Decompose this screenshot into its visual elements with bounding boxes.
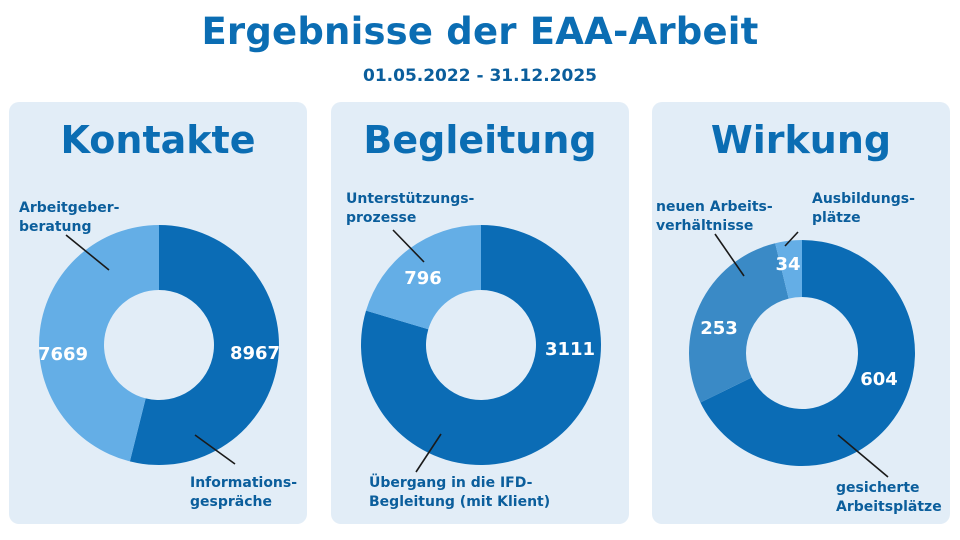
data-label: 3111	[545, 339, 595, 360]
panel-title: Kontakte	[60, 118, 256, 162]
category-label-line: neuen Arbeits-	[656, 199, 773, 215]
category-label-line: gesicherte	[836, 480, 920, 496]
slice-ausbildungs-plätze	[775, 240, 802, 299]
category-label-line: Arbeitgeber-	[19, 200, 120, 216]
panel-wirkung: Wirkung 604 253 34 gesicherte Arbeitsplätze n…	[652, 102, 950, 524]
donut-chart: 604 253 34	[689, 231, 915, 478]
data-label: 34	[775, 254, 800, 275]
slice-arbeitgeber-beratung	[39, 225, 159, 462]
category-label-gesicherte-arbeitsplätze: gesicherte Arbeitsplätze	[836, 479, 942, 517]
data-label: 253	[700, 318, 738, 339]
panel-kontakte: Kontakte 8967 7669 Informations-gespräche A…	[9, 102, 307, 524]
leader-line	[392, 229, 425, 263]
leader-line	[714, 233, 745, 277]
category-label-line: Ausbildungs-	[812, 191, 915, 207]
category-label-line: beratung	[19, 219, 92, 235]
slice-informations-gespräche	[129, 225, 279, 465]
slice-gesicherte-arbeitsplätze	[700, 240, 915, 467]
data-label: 7669	[38, 344, 88, 365]
leader-line	[784, 231, 799, 247]
leader-line	[415, 433, 442, 473]
category-label-line: Übergang in die IFD-	[369, 475, 533, 491]
data-label: 604	[860, 369, 898, 390]
slice-neuen-arbeits-verhältnisse	[689, 243, 789, 403]
category-label-line: prozesse	[346, 210, 417, 226]
data-label: 796	[404, 268, 442, 289]
panel-title: Wirkung	[710, 118, 892, 162]
category-label-informations-gespräche: Informations-gespräche	[190, 474, 297, 512]
leader-line	[65, 234, 110, 271]
slice-übergang-in-die-ifd-begleitung-mit-klient	[361, 225, 601, 465]
leader-line	[194, 434, 236, 465]
category-label-übergang-in-die-ifd-begleitung-mit-klient: Übergang in die IFD- Begleitung (mit Klie…	[369, 474, 550, 512]
category-label-line: Informations-	[190, 475, 298, 491]
category-label-line: plätze	[812, 210, 861, 226]
category-label-line: Arbeitsplätze	[836, 499, 942, 515]
category-label-neuen-arbeits-verhältnisse: neuen Arbeits-verhältnisse	[656, 198, 773, 236]
category-label-line: Unterstützungs-	[346, 191, 475, 207]
category-label-ausbildungs-plätze: Ausbildungs-plätze	[812, 190, 915, 228]
category-label-line: gespräche	[190, 494, 272, 510]
category-label-line: verhältnisse	[656, 218, 754, 234]
category-label-line: Begleitung (mit Klient)	[369, 494, 551, 510]
chart-title: Ergebnisse der EAA-Arbeit	[201, 10, 759, 53]
leader-line	[837, 434, 889, 478]
slice-unterstützungs-prozesse	[366, 225, 481, 330]
date-range-subtitle: 01.05.2022 - 31.12.2025	[363, 66, 597, 86]
panel-begleitung: Begleitung 3111 796 Übergang in die IFD- Be…	[331, 102, 629, 524]
donut-chart: 3111 796	[361, 225, 601, 473]
category-label-unterstützungs-prozesse: Unterstützungs-prozesse	[346, 190, 474, 228]
donut-chart: 8967 7669	[38, 225, 280, 465]
data-label: 8967	[230, 343, 280, 364]
panel-title: Begleitung	[363, 118, 597, 162]
category-label-arbeitgeber-beratung: Arbeitgeber-beratung	[19, 199, 120, 237]
